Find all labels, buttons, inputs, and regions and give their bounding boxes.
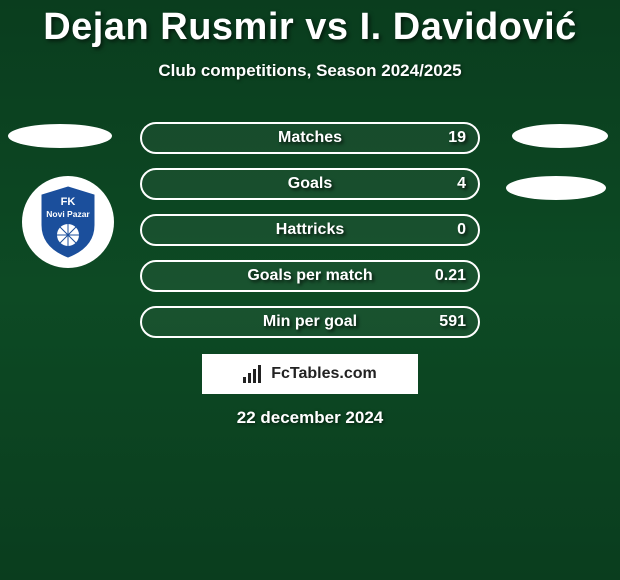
stat-label: Hattricks (276, 221, 344, 239)
left-player-placeholder (8, 124, 112, 148)
right-player-placeholder-2 (506, 176, 606, 200)
attribution-box: FcTables.com (202, 354, 418, 394)
stat-value: 0.21 (435, 267, 466, 285)
stat-row-hattricks: Hattricks 0 (140, 214, 480, 246)
stat-label: Goals per match (247, 267, 372, 285)
stat-value: 591 (439, 313, 466, 331)
stat-row-matches: Matches 19 (140, 122, 480, 154)
right-player-placeholder-1 (512, 124, 608, 148)
club-logo-line2: Novi Pazar (46, 209, 90, 219)
stat-label: Matches (278, 129, 342, 147)
stats-panel: Matches 19 Goals 4 Hattricks 0 Goals per… (140, 122, 480, 352)
stat-value: 4 (457, 175, 466, 193)
page-title: Dejan Rusmir vs I. Davidović (0, 0, 620, 49)
stat-row-min-per-goal: Min per goal 591 (140, 306, 480, 338)
stat-label: Min per goal (263, 313, 357, 331)
club-shield-icon: FK Novi Pazar (38, 185, 98, 259)
stat-row-goals: Goals 4 (140, 168, 480, 200)
bars-icon (243, 365, 265, 383)
date-text: 22 december 2024 (237, 408, 384, 428)
stat-value: 19 (448, 129, 466, 147)
club-logo: FK Novi Pazar (22, 176, 114, 268)
stat-row-goals-per-match: Goals per match 0.21 (140, 260, 480, 292)
stat-label: Goals (288, 175, 332, 193)
club-logo-line1: FK (61, 196, 76, 208)
page-subtitle: Club competitions, Season 2024/2025 (0, 61, 620, 81)
attribution-text: FcTables.com (271, 365, 377, 383)
stat-value: 0 (457, 221, 466, 239)
